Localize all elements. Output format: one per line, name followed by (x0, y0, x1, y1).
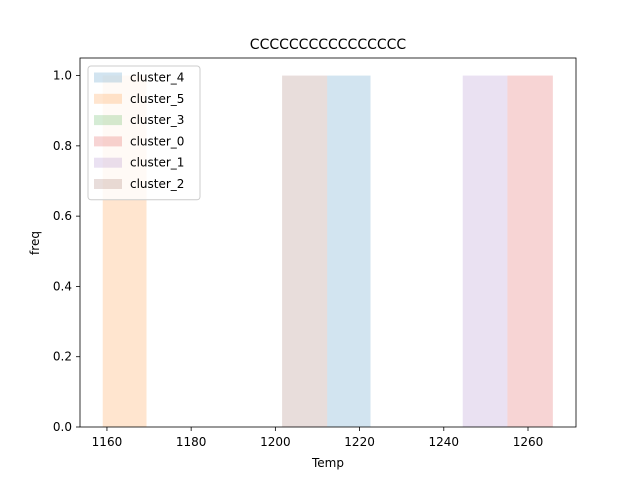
legend-label-cluster_2: cluster_2 (130, 177, 184, 191)
bar-cluster_1-0 (462, 75, 508, 428)
y-tick-label: 0.8 (53, 139, 72, 153)
x-tick-label: 1200 (260, 435, 291, 449)
axes: 1160 1180 1200 1220 1240 1260 0.0 0.2 0.4 0.6 0.8 1… (53, 57, 577, 449)
x-tick-label: 1220 (344, 435, 375, 449)
y-tick-label: 0.6 (53, 209, 72, 223)
plot-frame (79, 57, 577, 428)
x-tick-label: 1180 (176, 435, 207, 449)
y-axis-label: freq (28, 231, 42, 255)
legend-swatch-cluster_4 (94, 72, 122, 83)
y-tick-label: 0.0 (53, 420, 72, 434)
x-axis-label: Temp (311, 456, 344, 470)
legend-label-cluster_3: cluster_3 (130, 113, 184, 127)
x-tick-label: 1260 (513, 435, 544, 449)
legend-swatch-cluster_0 (94, 136, 122, 147)
legend-label-cluster_0: cluster_0 (130, 134, 184, 148)
y-tick-label: 0.4 (53, 279, 72, 293)
legend-swatch-cluster_1 (94, 157, 122, 168)
chart-title: CCCCCCCCCCCCCCCC (250, 37, 407, 53)
y-tick-label: 1.0 (53, 69, 72, 83)
bar-cluster_2-0 (282, 75, 328, 428)
x-tick-label: 1240 (429, 435, 460, 449)
bar-cluster_4-0 (327, 75, 371, 428)
legend-label-cluster_5: cluster_5 (130, 92, 184, 106)
legend-swatch-cluster_2 (94, 179, 122, 189)
y-tick-label: 0.2 (53, 350, 72, 364)
legend-swatch-cluster_3 (94, 115, 122, 126)
x-tick-label: 1160 (92, 435, 123, 449)
legend-label-cluster_4: cluster_4 (130, 71, 184, 85)
legend: cluster_4 cluster_5 cluster_3 cluster_0clus… (87, 65, 201, 201)
bar-cluster_0-0 (507, 75, 553, 428)
legend-box (87, 65, 201, 201)
legend-swatch-cluster_5 (94, 93, 122, 104)
legend-label-cluster_1: cluster_1 (130, 156, 184, 170)
